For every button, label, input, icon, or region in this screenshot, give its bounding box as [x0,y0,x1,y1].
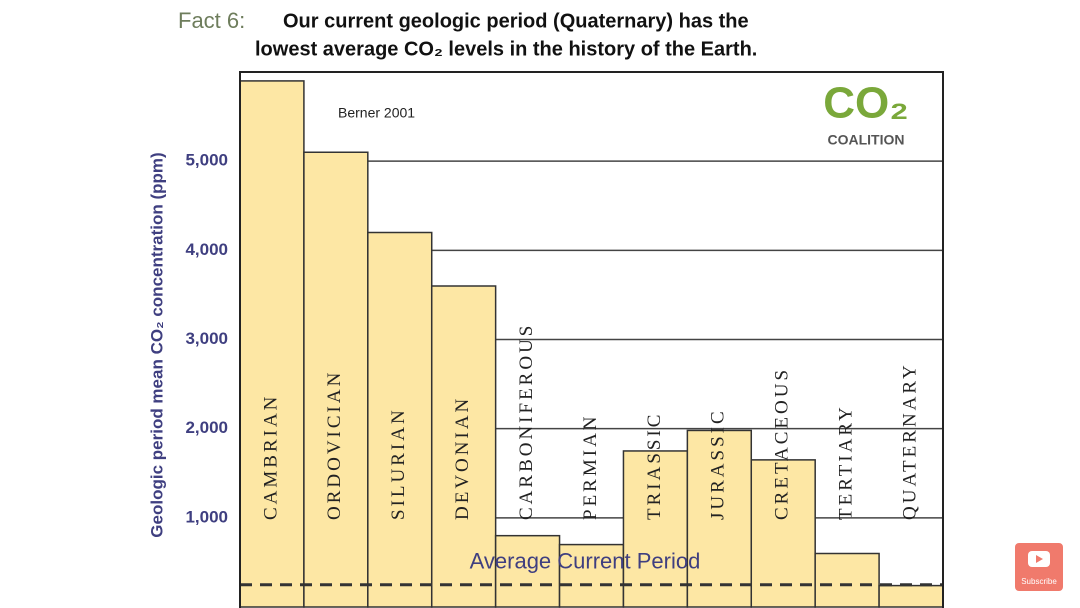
bar-label: TRIASSIC [644,412,665,520]
y-tick-label: 5,000 [185,151,228,170]
bar-label: PERMIAN [580,413,601,520]
bar-label: TERTIARY [835,404,856,520]
bar [239,80,305,608]
subscribe-button[interactable]: Subscribe [1015,543,1063,591]
subscribe-label[interactable]: Subscribe [1021,577,1057,586]
bar-label: CARBONIFEROUS [516,323,537,520]
bar [814,552,880,608]
logo-mark: CO₂ [823,79,909,128]
y-tick-label: 4,000 [185,240,228,259]
reference-label: Average Current Period [470,549,701,574]
bar-label: CAMBRIAN [260,394,281,520]
bar [686,429,753,608]
source-note: Berner 2001 [338,105,415,121]
bar-label: QUATERNARY [899,362,920,520]
plot-frame [239,71,944,608]
bar [750,459,816,608]
play-triangle [1036,555,1043,563]
plot-area: 1,000 2,000 3,000 4,000 5,000 CAMBRIAN ORDOVIC… [185,71,944,608]
logo-name: COALITION [828,132,905,148]
y-tick-label: 1,000 [185,507,228,526]
bar-label: SILURIAN [388,407,409,520]
bar [494,534,561,608]
chart-title: lowest average CO₂ levels in the history… [255,38,757,60]
y-tick-label: 2,000 [185,418,228,437]
bar [878,584,944,608]
y-axis-label: Geologic period mean CO₂ concentration (… [147,152,166,537]
bar-label: DEVONIAN [452,396,473,520]
bar [558,543,625,608]
bar-label: JURASSIC [708,408,729,520]
bar-label: CRETACEOUS [772,367,793,520]
bar-label: ORDOVICIAN [324,370,345,520]
bar [430,285,497,608]
y-tick-label: 3,000 [185,329,228,348]
fact-label: Fact 6: [178,8,245,33]
bar [367,231,433,608]
bar [303,151,369,608]
chart-title: Our current geologic period (Quaternary)… [283,10,749,32]
